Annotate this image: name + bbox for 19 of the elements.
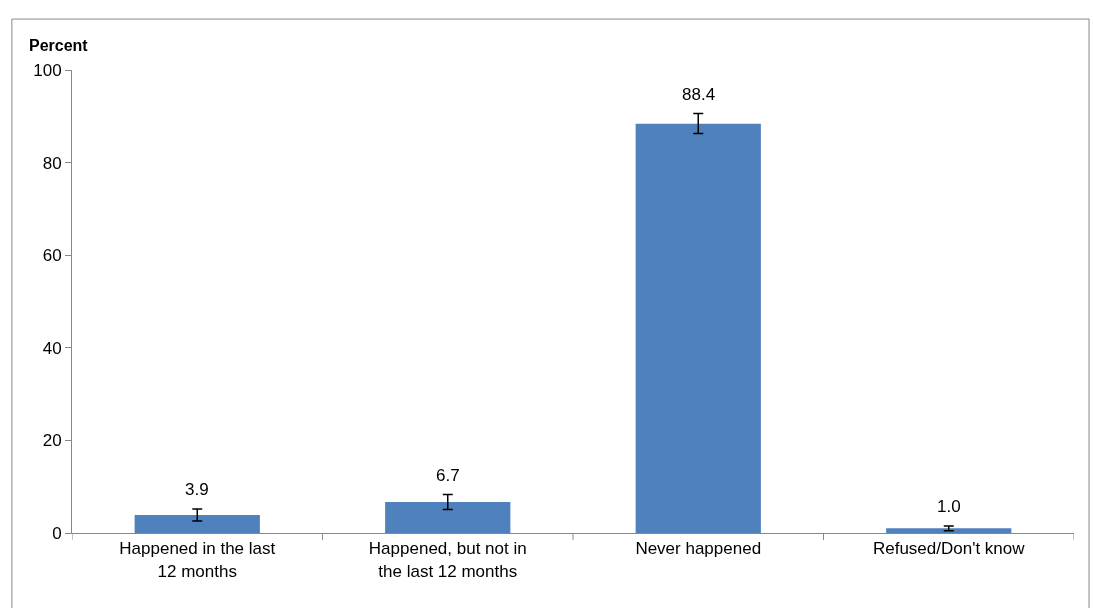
data-label: 88.4	[682, 85, 716, 104]
data-label: 1.0	[937, 497, 961, 516]
data-label: 3.9	[185, 480, 209, 499]
y-tick-label: 40	[42, 338, 62, 358]
y-tick-label: 0	[52, 523, 62, 543]
x-tick-label: Happened, but not in the last 12 months	[368, 539, 527, 581]
data-label: 6.7	[436, 466, 460, 485]
y-tick-label: 20	[42, 431, 62, 451]
bar	[635, 123, 761, 533]
bar	[385, 501, 511, 533]
y-tick-label: 100	[33, 60, 62, 80]
y-tick-label: 80	[42, 153, 62, 173]
bar	[886, 528, 1012, 533]
y-tick-label: 60	[42, 246, 62, 266]
x-tick-label: Happened in the last 12 months	[119, 539, 276, 581]
bar	[134, 514, 260, 533]
y-axis-title: Percent	[29, 37, 89, 54]
x-tick-label: Refused/Don't know	[872, 539, 1026, 559]
x-tick-label: Never happened	[635, 539, 762, 559]
